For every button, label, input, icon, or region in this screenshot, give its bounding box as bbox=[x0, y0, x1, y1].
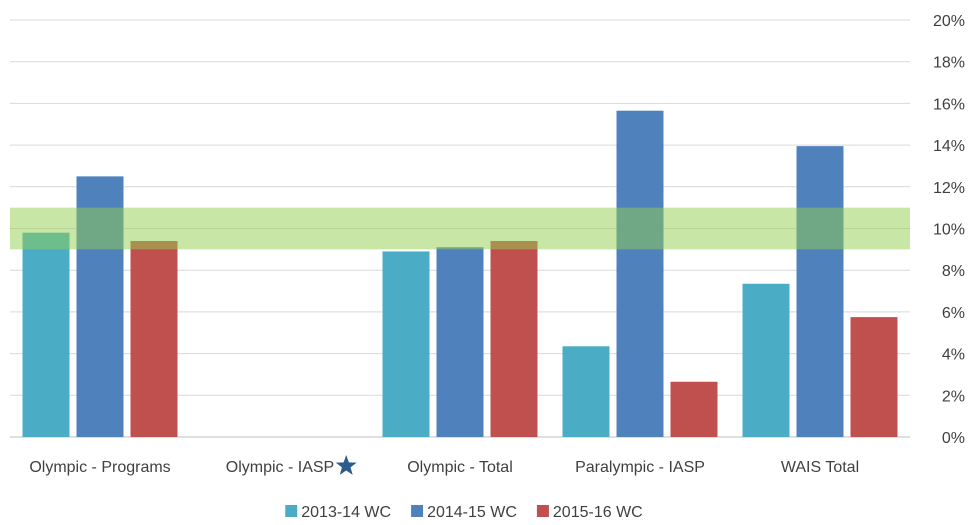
y-tick-label: 6% bbox=[942, 305, 965, 322]
y-tick-label: 20% bbox=[933, 13, 965, 30]
bar-2014-15-wc-olympic-total bbox=[436, 247, 484, 437]
y-axis-ticks: 0% 2% 4% 6% 8% 10% 12% 14% 16% 18% 20% bbox=[933, 13, 965, 447]
category-label-wais-total: WAIS Total bbox=[781, 459, 859, 476]
legend-label-2014-15-wc: 2014-15 WC bbox=[427, 504, 517, 521]
bar-2014-15-wc-paralympic-iasp bbox=[616, 110, 664, 437]
y-tick-label: 4% bbox=[942, 347, 965, 364]
category-label-olympic-total: Olympic - Total bbox=[407, 459, 513, 476]
bars bbox=[22, 110, 898, 437]
bar-2013-14-wc-olympic-programs bbox=[22, 232, 70, 437]
y-tick-label: 14% bbox=[933, 138, 965, 155]
y-tick-label: 12% bbox=[933, 180, 965, 197]
target-band bbox=[10, 207, 910, 250]
bar-2013-14-wc-olympic-total bbox=[382, 251, 430, 437]
y-tick-label: 10% bbox=[933, 222, 965, 239]
y-tick-label: 8% bbox=[942, 263, 965, 280]
legend-swatch-2013-14-wc bbox=[285, 505, 298, 517]
legend-swatch-2015-16-wc bbox=[536, 505, 549, 517]
bar-2015-16-wc-olympic-programs bbox=[130, 241, 178, 437]
category-label-paralympic-iasp: Paralympic - IASP bbox=[575, 459, 705, 476]
star-marker-icon bbox=[335, 455, 357, 475]
y-tick-label: 16% bbox=[933, 96, 965, 113]
category-labels: Olympic - Programs Olympic - IASP Olympic … bbox=[29, 459, 859, 476]
bar-2013-14-wc-paralympic-iasp bbox=[562, 346, 610, 437]
category-label-olympic-programs: Olympic - Programs bbox=[29, 459, 170, 476]
legend-swatch-2014-15-wc bbox=[411, 505, 424, 517]
bar-2013-14-wc-wais-total bbox=[742, 283, 790, 437]
target-band-rect bbox=[10, 207, 910, 250]
category-label-olympic-iasp: Olympic - IASP bbox=[226, 459, 334, 476]
y-tick-label: 18% bbox=[933, 55, 965, 72]
bar-2015-16-wc-paralympic-iasp bbox=[670, 381, 718, 437]
bar-2014-15-wc-wais-total bbox=[796, 146, 844, 437]
y-tick-label: 2% bbox=[942, 388, 965, 405]
marker bbox=[335, 455, 357, 475]
legend-label-2015-16-wc: 2015-16 WC bbox=[553, 504, 643, 521]
legend-label-2013-14-wc: 2013-14 WC bbox=[301, 504, 391, 521]
bar-2015-16-wc-olympic-total bbox=[490, 241, 538, 437]
legend: 2013-14 WC 2014-15 WC 2015-16 WC bbox=[285, 504, 643, 521]
bar-2015-16-wc-wais-total bbox=[850, 317, 898, 437]
y-tick-label: 0% bbox=[942, 430, 965, 447]
